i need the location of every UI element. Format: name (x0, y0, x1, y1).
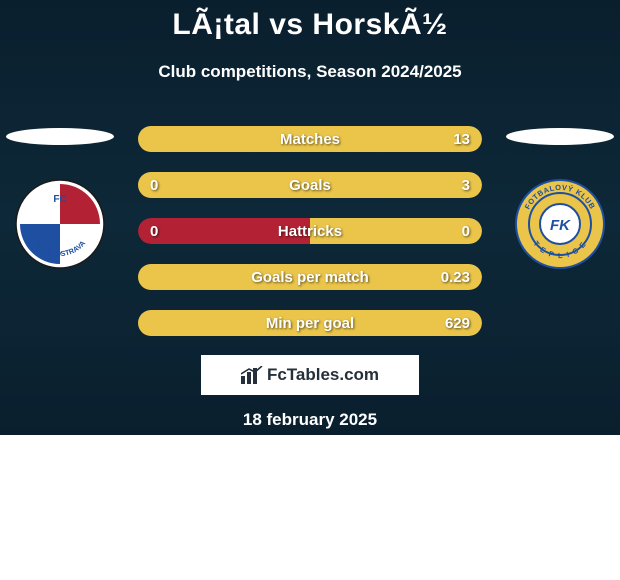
stat-label: Goals (138, 177, 482, 194)
stat-label: Matches (138, 131, 482, 148)
date-text: 18 february 2025 (0, 410, 620, 430)
stat-row: 0Hattricks0 (138, 218, 482, 244)
stat-label: Hattricks (138, 223, 482, 240)
left-team-badge: FC BANIK OSTRAVA (10, 178, 110, 270)
stat-value-right: 0.23 (441, 269, 470, 286)
stat-value-right: 13 (453, 131, 470, 148)
brand-text: FcTables.com (267, 365, 379, 385)
stat-label: Min per goal (138, 315, 482, 332)
brand-box[interactable]: FcTables.com (201, 355, 419, 395)
left-player-shadow-oval (6, 128, 114, 145)
page-title: LÃ¡tal vs HorskÃ½ (0, 8, 620, 42)
svg-text:FK: FK (550, 217, 571, 234)
stats-panel: LÃ¡tal vs HorskÃ½ Club competitions, Sea… (0, 0, 620, 435)
right-team-badge: FK FOTBALOVÝ KLUB T E P L I C E (510, 178, 610, 270)
stat-row: Goals per match0.23 (138, 264, 482, 290)
right-player-shadow-oval (506, 128, 614, 145)
svg-text:FC: FC (53, 194, 66, 205)
stat-label: Goals per match (138, 269, 482, 286)
fk-teplice-badge-icon: FK FOTBALOVÝ KLUB T E P L I C E (510, 178, 610, 270)
stat-value-right: 0 (462, 223, 470, 240)
stat-row: 0Goals3 (138, 172, 482, 198)
stat-value-right: 629 (445, 315, 470, 332)
stat-rows-container: Matches130Goals30Hattricks0Goals per mat… (138, 126, 482, 356)
page-subtitle: Club competitions, Season 2024/2025 (0, 62, 620, 82)
stat-row: Matches13 (138, 126, 482, 152)
banik-ostrava-badge-icon: FC BANIK OSTRAVA (10, 178, 110, 270)
bar-chart-icon (241, 366, 263, 384)
stat-row: Min per goal629 (138, 310, 482, 336)
stat-value-right: 3 (462, 177, 470, 194)
